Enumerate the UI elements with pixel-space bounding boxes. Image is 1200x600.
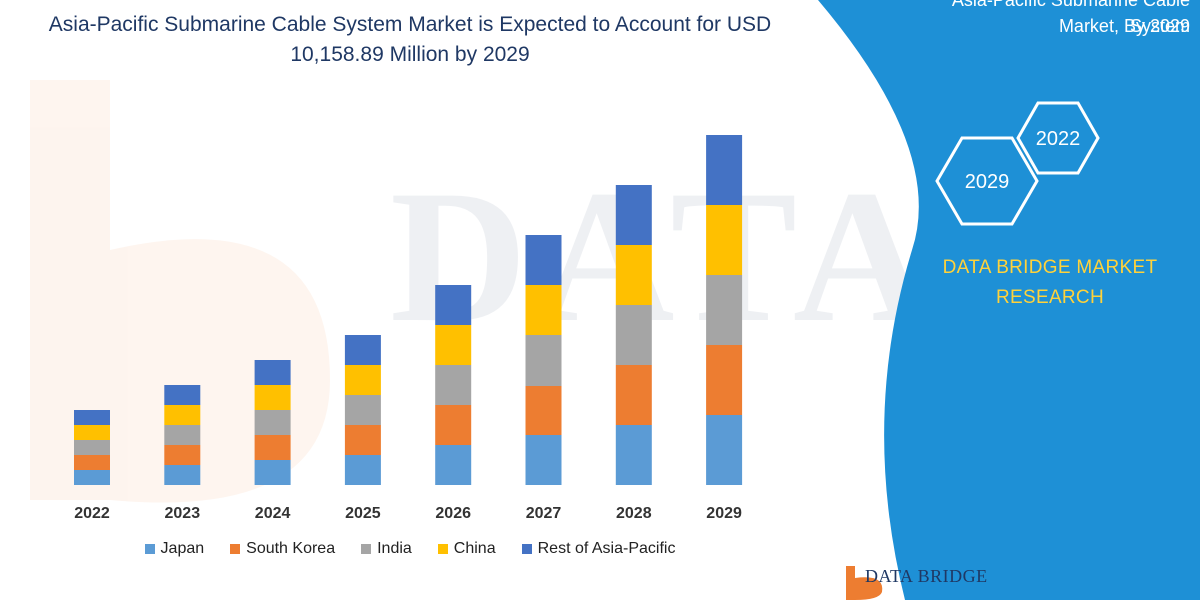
bar-2027-series-2 bbox=[525, 335, 562, 386]
legend-item: China bbox=[437, 540, 496, 558]
banner-background bbox=[818, 0, 1200, 600]
bar-2026-series-4 bbox=[435, 285, 472, 325]
x-tick-label: 2026 bbox=[435, 505, 471, 522]
legend-label: South Korea bbox=[246, 540, 336, 557]
hex-2029-shape bbox=[935, 136, 1039, 226]
bar-2023-series-4 bbox=[164, 385, 201, 405]
banner-title-line1: Asia-Pacific Submarine Cable System bbox=[951, 0, 1190, 36]
chart-legend: Japan South Korea India China Rest of Asia-P… bbox=[0, 540, 820, 558]
chart-title-line2: 10,158.89 Million by 2029 bbox=[290, 43, 530, 66]
bar-2026-series-3 bbox=[435, 325, 472, 365]
bar-2029-series-3 bbox=[706, 205, 743, 275]
x-tick-label: 2024 bbox=[255, 505, 291, 522]
x-axis-ticks: 2022 2023 2024 2025 2026 2027 2028 2029 bbox=[74, 505, 742, 522]
bar-2022-series-1 bbox=[74, 455, 110, 470]
legend-item: Rest of Asia-Pacific bbox=[521, 540, 676, 558]
legend-item: India bbox=[361, 540, 412, 558]
legend-swatch bbox=[521, 544, 532, 554]
bar-2029-series-0 bbox=[706, 415, 743, 485]
hex-2029-label: 2029 bbox=[965, 171, 1010, 193]
x-tick-label: 2029 bbox=[706, 505, 742, 522]
x-tick-label: 2028 bbox=[616, 505, 652, 522]
bar-2024-series-2 bbox=[254, 410, 291, 435]
legend-item: South Korea bbox=[230, 540, 335, 558]
bar-2026-series-2 bbox=[435, 365, 472, 405]
bar-2027-series-0 bbox=[525, 435, 562, 485]
logo-text: DATA BRIDGE bbox=[865, 566, 988, 586]
bar-2029-series-2 bbox=[706, 275, 743, 345]
bar-2024-series-1 bbox=[254, 435, 291, 460]
brand-name-line1: DATA BRIDGE MARKET bbox=[942, 257, 1158, 278]
bar-2025-series-0 bbox=[344, 455, 381, 485]
logo-mark bbox=[846, 566, 883, 600]
legend-label: Japan bbox=[160, 540, 205, 557]
legend-label: China bbox=[453, 540, 496, 557]
bar-2025-series-2 bbox=[344, 395, 381, 425]
x-tick-label: 2023 bbox=[165, 505, 201, 522]
bar-2028-series-0 bbox=[615, 425, 652, 485]
bar-2025-series-4 bbox=[344, 335, 381, 365]
bar-2024-series-3 bbox=[254, 385, 291, 410]
legend-item: Japan bbox=[144, 540, 205, 558]
legend-swatch bbox=[144, 544, 155, 554]
bar-2023-series-2 bbox=[164, 425, 201, 445]
bar-2027-series-3 bbox=[525, 285, 562, 335]
bar-2024-series-4 bbox=[254, 360, 291, 385]
banner-title-line2: Market, By 2029 bbox=[1058, 16, 1190, 36]
bar-2025-series-1 bbox=[344, 425, 381, 455]
bar-2022-series-4 bbox=[74, 410, 110, 425]
hex-2022-label: 2022 bbox=[1036, 128, 1081, 150]
x-tick-label: 2027 bbox=[526, 505, 562, 522]
bar-2022-series-3 bbox=[74, 425, 110, 440]
legend-label: Rest of Asia-Pacific bbox=[537, 540, 676, 557]
bar-2029-series-4 bbox=[706, 135, 743, 205]
bar-2028-series-4 bbox=[615, 185, 652, 245]
bar-2024-series-0 bbox=[254, 460, 291, 485]
bar-2025-series-3 bbox=[344, 365, 381, 395]
bar-2022-series-2 bbox=[74, 440, 110, 455]
x-tick-label: 2025 bbox=[345, 505, 381, 522]
bar-2029-series-1 bbox=[706, 345, 743, 415]
legend-swatch bbox=[230, 544, 241, 554]
bar-2028-series-2 bbox=[615, 305, 652, 365]
bar-2022-series-0 bbox=[74, 470, 110, 485]
bar-2023-series-1 bbox=[164, 445, 201, 465]
bar-2028-series-1 bbox=[615, 365, 652, 425]
hex-2022-shape bbox=[1016, 101, 1100, 175]
bar-2026-series-1 bbox=[435, 405, 472, 445]
x-tick-label: 2022 bbox=[74, 505, 110, 522]
legend-swatch bbox=[437, 544, 448, 554]
brand-name-line2: RESEARCH bbox=[996, 287, 1104, 308]
bar-2027-series-1 bbox=[525, 386, 562, 435]
chart-title-line1: Asia-Pacific Submarine Cable System Mark… bbox=[48, 13, 772, 36]
bar-2028-series-3 bbox=[615, 245, 652, 305]
legend-label: India bbox=[377, 540, 412, 557]
legend-swatch bbox=[361, 544, 372, 554]
bar-2023-series-0 bbox=[164, 465, 201, 485]
bar-2026-series-0 bbox=[435, 445, 472, 485]
bar-group bbox=[74, 135, 743, 485]
bar-2027-series-4 bbox=[525, 235, 562, 285]
bar-2023-series-3 bbox=[164, 405, 201, 425]
